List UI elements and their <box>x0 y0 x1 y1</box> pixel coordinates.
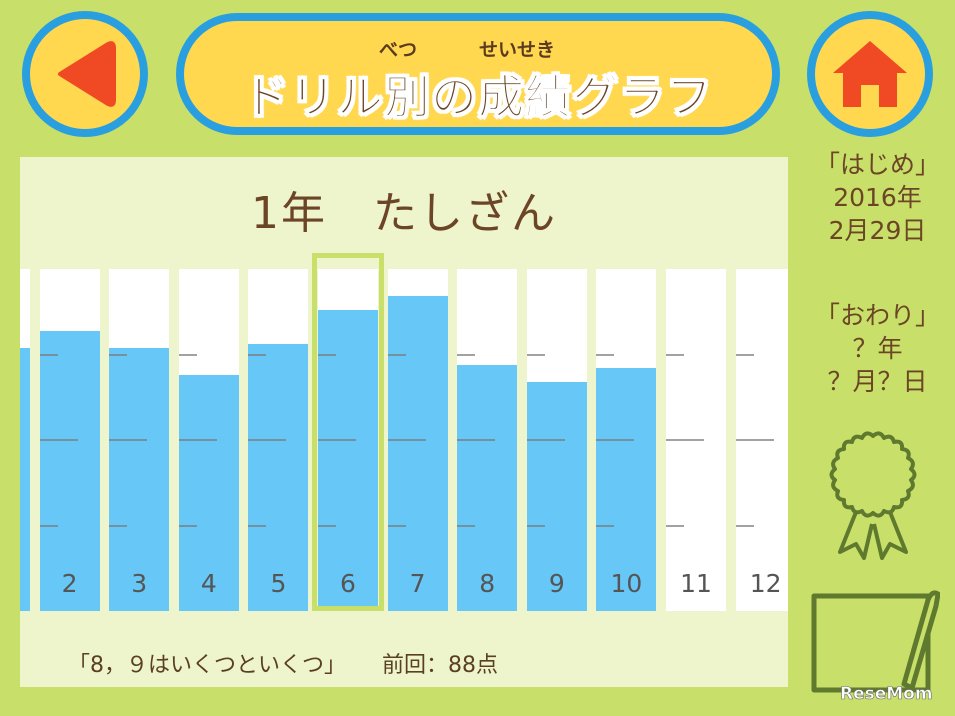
grid-tick <box>39 525 58 527</box>
bar-fill <box>596 368 657 611</box>
grid-tick <box>178 439 217 441</box>
grid-tick <box>526 525 545 527</box>
grid-tick <box>457 354 476 356</box>
start-date-block: 「はじめ」 2016年 2月29日 <box>800 148 955 247</box>
grid-tick <box>178 354 197 356</box>
bar-fill <box>526 382 587 611</box>
grid-tick <box>318 525 336 527</box>
drill-bar-7[interactable]: 7 <box>387 269 448 611</box>
drill-bar-4[interactable]: 4 <box>178 269 239 611</box>
grid-tick <box>109 525 128 527</box>
grid-tick <box>596 525 615 527</box>
bar-number-label: 6 <box>340 569 356 598</box>
grid-tick <box>735 354 754 356</box>
grid-tick <box>318 439 356 441</box>
bar-number-label: 7 <box>409 569 426 598</box>
back-button[interactable] <box>22 11 148 137</box>
ruby-betsu: べつ <box>379 39 418 61</box>
bar-fill <box>318 310 378 611</box>
bar-number-label: 9 <box>548 569 565 598</box>
home-icon <box>833 41 907 107</box>
grid-tick <box>318 354 336 356</box>
ruby-seiseki: せいせき <box>479 39 556 61</box>
bar-fill <box>457 365 518 611</box>
grid-tick <box>109 439 148 441</box>
drill-bar-6[interactable]: 6 <box>318 269 378 611</box>
bar-number-label: 2 <box>61 569 78 598</box>
grid-tick <box>735 525 754 527</box>
end-date: ？月？日 <box>827 367 928 396</box>
bar-fill <box>20 348 30 611</box>
previous-score: 前回：88点 <box>382 653 498 678</box>
drill-bar-10[interactable]: 10 <box>596 269 657 611</box>
graph-panel: 1年 たしざん 2 3 4 5 6 7 8 9 10 11 12 「8，９はいくつといくつ」 前回：8… <box>20 157 788 687</box>
grid-tick <box>596 439 635 441</box>
grid-tick <box>248 439 287 441</box>
bar-fill <box>109 348 170 611</box>
start-year: 2016年 <box>833 183 922 212</box>
grid-tick <box>248 525 267 527</box>
grid-tick <box>596 354 615 356</box>
rosette-award-icon[interactable] <box>818 428 928 560</box>
bar-fill <box>387 296 448 611</box>
drill-bar-3[interactable]: 3 <box>109 269 170 611</box>
grid-tick <box>39 439 78 441</box>
bar-number-label: 5 <box>270 569 287 598</box>
drill-bar-5[interactable]: 5 <box>248 269 309 611</box>
grid-tick <box>387 525 406 527</box>
grid-tick <box>387 354 406 356</box>
page-title: ドリル別の成績グラフ <box>243 70 713 125</box>
bar-number-label: 4 <box>200 569 217 598</box>
drill-bar-2[interactable]: 2 <box>39 269 100 611</box>
home-button[interactable] <box>807 11 933 137</box>
start-label: 「はじめ」 <box>814 150 940 179</box>
drill-question: 「8，９はいくつといくつ」 <box>68 653 346 678</box>
grid-tick <box>109 354 128 356</box>
end-label: 「おわり」 <box>814 301 940 330</box>
grid-tick <box>457 439 496 441</box>
grid-tick <box>666 354 684 356</box>
grid-tick <box>248 354 267 356</box>
grid-tick <box>735 439 774 441</box>
resemom-watermark: ReseMom <box>840 684 933 705</box>
end-year: ？年 <box>852 334 903 363</box>
back-arrow-icon <box>58 41 116 107</box>
grid-tick <box>526 439 565 441</box>
drill-bar-12[interactable]: 12 <box>735 269 788 611</box>
drill-title: 1年 たしざん <box>251 188 557 239</box>
notepad-pencil-icon[interactable] <box>808 586 940 698</box>
drill-bar-9[interactable]: 9 <box>526 269 587 611</box>
start-date: 2月29日 <box>828 216 927 245</box>
drill-bar-8[interactable]: 8 <box>457 269 518 611</box>
grid-tick <box>526 354 545 356</box>
title-banner: べつ せいせき ドリル別の成績グラフ <box>176 13 780 135</box>
end-date-block: 「おわり」 ？年 ？月？日 <box>800 299 955 398</box>
grid-tick <box>666 525 684 527</box>
bar-number-label: 12 <box>749 569 782 598</box>
bar-fill <box>248 344 309 611</box>
drill-bar-partial[interactable] <box>20 269 30 611</box>
bar-number-label: 8 <box>479 569 496 598</box>
drill-bar-11[interactable]: 11 <box>666 269 726 611</box>
bar-number-label: 10 <box>610 569 643 598</box>
drill-footer: 「8，９はいくつといくつ」 前回：88点 <box>68 647 498 679</box>
bar-number-label: 11 <box>680 569 712 598</box>
grid-tick <box>666 439 704 441</box>
grid-tick <box>39 354 58 356</box>
grid-tick <box>387 439 426 441</box>
bar-fill <box>39 331 100 611</box>
bar-fill <box>178 375 239 611</box>
bar-number-label: 3 <box>131 569 148 598</box>
grid-tick <box>178 525 197 527</box>
grid-tick <box>457 525 476 527</box>
